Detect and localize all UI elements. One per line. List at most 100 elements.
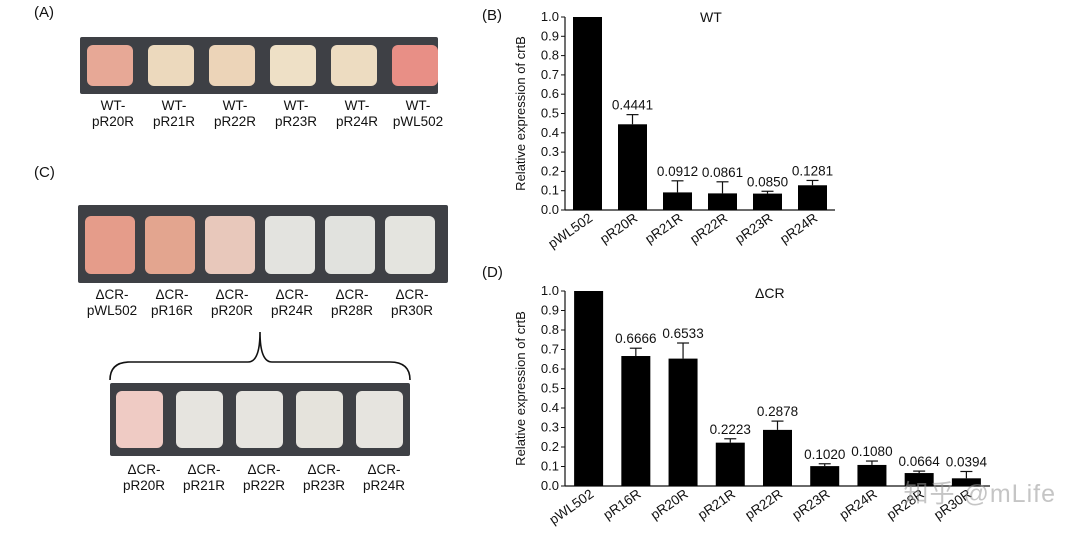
data-label: 0.0912 (657, 164, 698, 179)
strain-label: WT-pR24R (317, 98, 397, 130)
data-label: 0.1020 (804, 447, 845, 462)
data-label: 0.1281 (792, 163, 833, 178)
strain-label: WT-pR23R (256, 98, 336, 130)
colony-streak (325, 216, 375, 274)
strain-label-line1: ΔCR- (307, 462, 341, 477)
strain-label-line2: pR24R (270, 303, 314, 318)
bar (621, 356, 651, 486)
data-label: 0.1080 (851, 444, 892, 459)
plate-c-bottom (110, 383, 410, 456)
y-tick-label: 0.9 (541, 28, 559, 43)
bar (763, 429, 792, 486)
plate-a (80, 37, 438, 94)
panel-a-label: (A) (34, 4, 54, 21)
strain-label: ΔCR-pR24R (344, 462, 424, 494)
y-tick-label: 0.0 (541, 202, 559, 217)
chart-b: (B) WT Relative expression of crtB 0.0 0.1 0.… (482, 7, 835, 251)
data-label: 0.6533 (662, 326, 703, 341)
x-tick-label: pR22R (742, 486, 785, 523)
strain-label: WT-pWL502 (378, 98, 458, 130)
bar (708, 193, 737, 210)
watermark-text: 知乎 @mLife (903, 480, 1056, 508)
y-tick-label: 0.5 (541, 381, 559, 396)
plate-c-top (78, 205, 448, 283)
x-tick-label: pR16R (601, 486, 644, 523)
strain-label-line1: ΔCR- (395, 287, 429, 302)
bar (574, 291, 604, 486)
colony-streak (116, 391, 163, 448)
strain-label-line1: ΔCR- (247, 462, 281, 477)
colony-streak (385, 216, 435, 274)
strain-label: ΔCR-pWL502 (72, 287, 152, 319)
data-label: 0.0664 (899, 454, 941, 469)
strain-label: WT-pR20R (73, 98, 153, 130)
strain-label-line2: pR21R (152, 114, 196, 129)
bar (573, 17, 602, 210)
strain-label-line2: pR20R (91, 114, 135, 129)
strain-label-line2: pR21R (182, 478, 226, 493)
strain-label: WT-pR21R (134, 98, 214, 130)
y-tick-label: 0.4 (541, 400, 559, 415)
y-tick-label: 1.0 (541, 9, 559, 24)
strain-label-line1: ΔCR- (275, 287, 309, 302)
strain-label-line1: ΔCR- (95, 287, 129, 302)
strain-label-line1: WT- (344, 98, 370, 113)
y-tick-label: 0.8 (541, 322, 559, 337)
x-tick-label: pR22R (687, 210, 730, 247)
strain-label-line2: pR22R (242, 478, 286, 493)
colony-streak (296, 391, 343, 448)
bar (753, 193, 782, 210)
strain-label-line1: ΔCR- (335, 287, 369, 302)
strain-label-line2: pR24R (335, 114, 379, 129)
strain-label: ΔCR-pR23R (284, 462, 364, 494)
y-tick-label: 0.1 (541, 183, 559, 198)
group-brace (109, 331, 411, 381)
bar (618, 124, 647, 210)
strain-label: ΔCR-pR30R (372, 287, 452, 319)
strain-label-line2: pR30R (390, 303, 434, 318)
strain-label-line1: WT- (161, 98, 187, 113)
chart-title: WT (700, 9, 722, 25)
bar (810, 466, 840, 486)
strain-label-line1: WT- (283, 98, 309, 113)
data-label: 0.2878 (757, 404, 798, 419)
strain-label-line2: pWL502 (392, 114, 444, 129)
panel-label: (B) (482, 7, 502, 24)
strain-label: ΔCR-pR21R (164, 462, 244, 494)
strain-label-line2: pR23R (274, 114, 318, 129)
panel-label: (D) (482, 264, 503, 281)
colony-streak (331, 45, 377, 86)
colony-streak (176, 391, 223, 448)
colony-streak (265, 216, 315, 274)
strain-label: WT-pR22R (195, 98, 275, 130)
x-tick-label: pR21R (695, 486, 738, 523)
colony-streak (145, 216, 195, 274)
strain-label-line2: pR20R (210, 303, 254, 318)
y-tick-label: 0.6 (541, 361, 559, 376)
chart-title: ΔCR (755, 285, 785, 301)
y-axis-label: Relative expression of crtB (513, 36, 528, 191)
strain-label-line2: pR22R (213, 114, 257, 129)
colony-streak (85, 216, 135, 274)
y-axis-label: Relative expression of crtB (513, 311, 528, 466)
y-tick-label: 0.5 (541, 106, 559, 121)
y-tick-label: 0.4 (541, 125, 559, 140)
strain-label-line1: ΔCR- (367, 462, 401, 477)
colony-streak (209, 45, 255, 86)
strain-label-line2: pR16R (150, 303, 194, 318)
y-tick-label: 0.2 (541, 163, 559, 178)
bar (798, 185, 827, 210)
data-label: 0.0394 (946, 454, 988, 469)
colony-streak (148, 45, 194, 86)
colony-streak (236, 391, 283, 448)
colony-streak (356, 391, 403, 448)
x-tick-label: pR23R (732, 210, 775, 247)
strain-label-line1: WT- (405, 98, 431, 113)
y-tick-label: 0.7 (541, 67, 559, 82)
strain-label: ΔCR-pR20R (192, 287, 272, 319)
x-tick-label: pR20R (648, 486, 691, 523)
strain-label: ΔCR-pR16R (132, 287, 212, 319)
bar (715, 442, 745, 486)
strain-label: ΔCR-pR20R (104, 462, 184, 494)
y-tick-label: 0.9 (541, 303, 559, 318)
